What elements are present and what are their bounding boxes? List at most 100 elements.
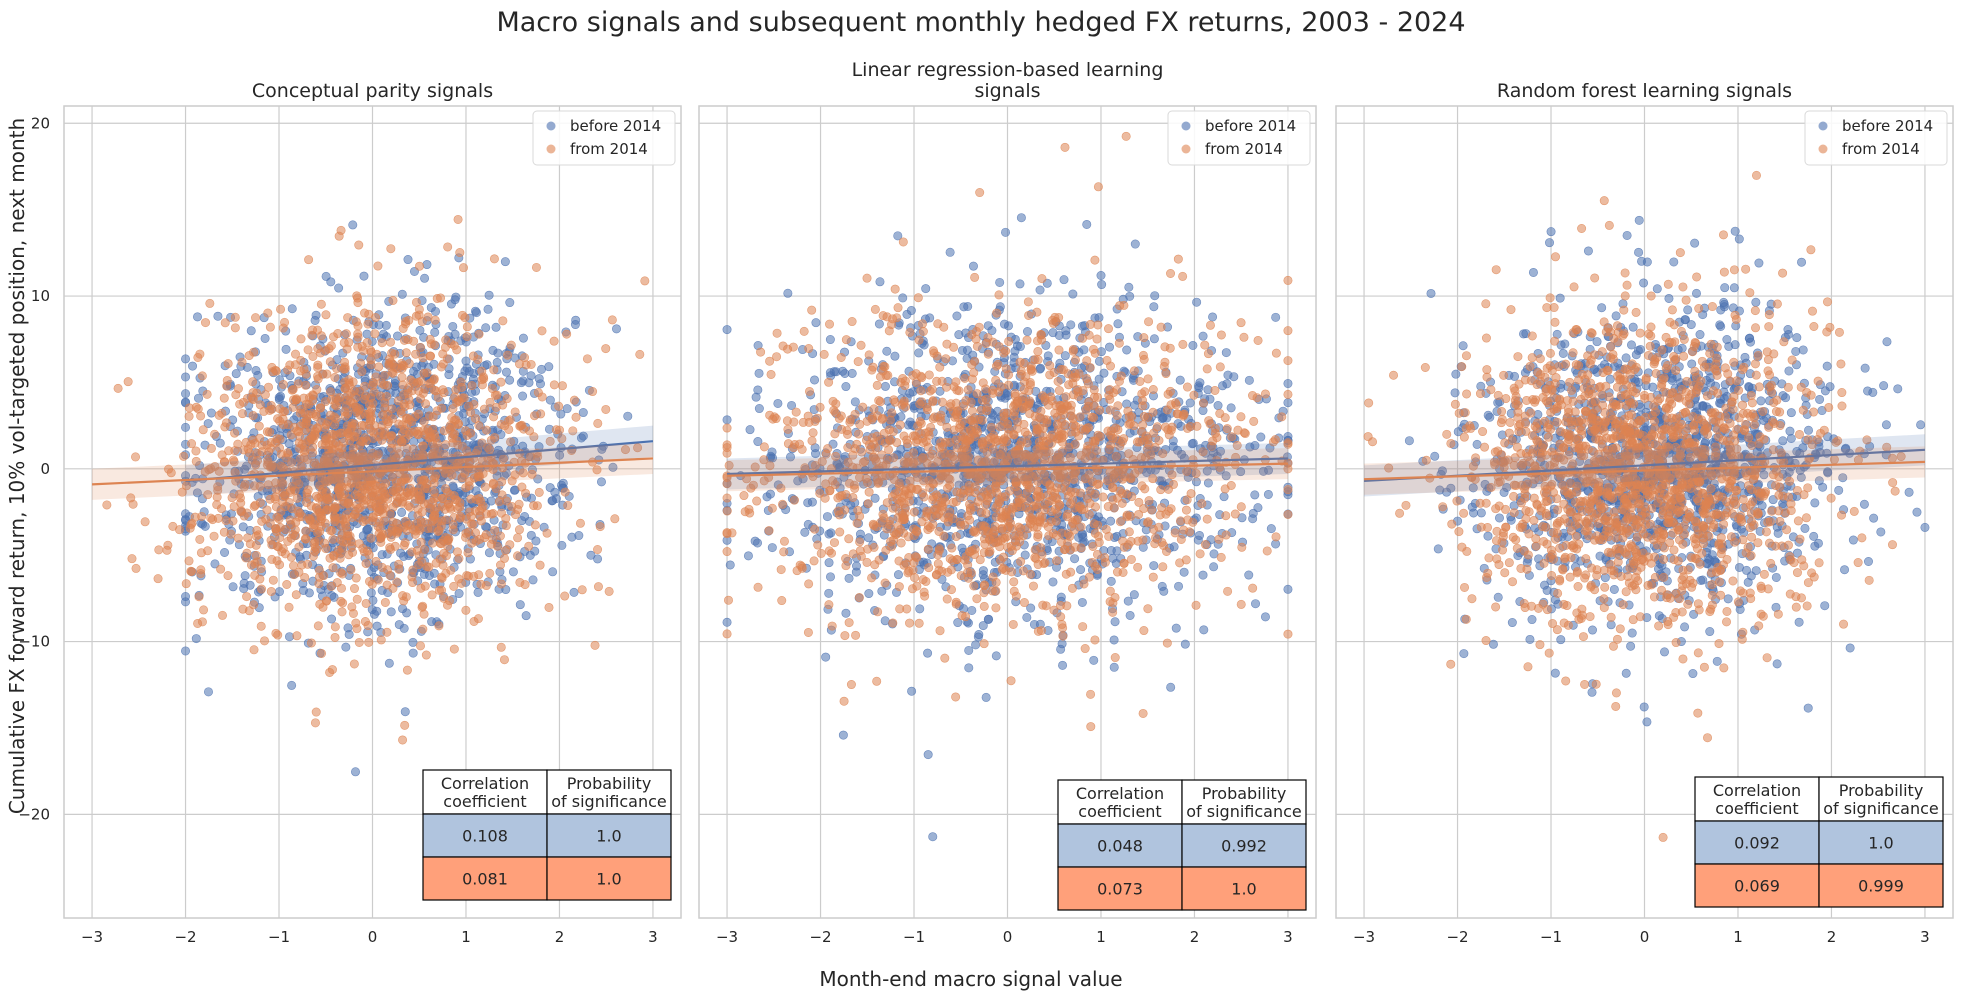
scatter-point — [804, 386, 814, 396]
scatter-point — [549, 380, 559, 390]
scatter-point — [257, 516, 267, 526]
scatter-point — [549, 336, 559, 346]
scatter-point — [127, 554, 137, 564]
scatter-point — [462, 322, 472, 332]
scatter-point — [819, 349, 829, 359]
scatter-point — [482, 425, 492, 435]
scatter-point — [867, 573, 877, 583]
scatter-point — [1180, 639, 1190, 649]
scatter-point — [960, 373, 970, 383]
scatter-point — [462, 332, 472, 342]
y-tick-label: 20 — [31, 114, 50, 132]
legend-label: before 2014 — [570, 117, 661, 135]
scatter-point — [880, 578, 890, 588]
x-tick-label: 0 — [368, 928, 378, 946]
table-probability-value: 1.0 — [596, 827, 621, 846]
scatter-point — [449, 513, 459, 523]
scatter-point — [249, 347, 259, 357]
scatter-point — [853, 357, 863, 367]
scatter-point — [1066, 320, 1076, 330]
scatter-point — [1139, 333, 1149, 343]
scatter-point — [276, 304, 286, 314]
scatter-point — [463, 571, 473, 581]
scatter-point — [344, 380, 354, 390]
scatter-point — [1054, 330, 1064, 340]
scatter-point — [1166, 682, 1176, 692]
scatter-point — [1213, 401, 1223, 411]
scatter-point — [377, 562, 387, 572]
scatter-point — [480, 482, 490, 492]
scatter-point — [1108, 607, 1118, 617]
scatter-point — [1283, 356, 1293, 366]
scatter-point — [1256, 432, 1266, 442]
scatter-point — [238, 522, 248, 532]
scatter-point — [640, 276, 650, 286]
scatter-point — [228, 516, 238, 526]
scatter-point — [722, 617, 732, 627]
scatter-point — [296, 355, 306, 365]
scatter-point — [1106, 576, 1116, 586]
scatter-point — [488, 345, 498, 355]
scatter-point — [489, 254, 499, 264]
scatter-point — [295, 431, 305, 441]
scatter-point — [518, 391, 528, 401]
scatter-point — [202, 389, 212, 399]
scatter-point — [1003, 321, 1013, 331]
scatter-point — [511, 510, 521, 520]
scatter-point — [811, 318, 821, 328]
scatter-point — [1112, 567, 1122, 577]
scatter-point — [289, 422, 299, 432]
figure-title: Macro signals and subsequent monthly hed… — [496, 7, 1465, 38]
scatter-point — [386, 244, 396, 254]
scatter-point — [872, 380, 882, 390]
scatter-point — [289, 570, 299, 580]
scatter-point — [939, 531, 949, 541]
scatter-point — [288, 385, 298, 395]
scatter-point — [242, 592, 252, 602]
scatter-point — [310, 315, 320, 325]
scatter-point — [592, 465, 602, 475]
scatter-point — [383, 417, 393, 427]
scatter-point — [332, 578, 342, 588]
scatter-point — [1283, 398, 1293, 408]
scatter-point — [951, 532, 961, 542]
scatter-point — [515, 600, 525, 610]
scatter-point — [366, 588, 376, 598]
scatter-point — [841, 382, 851, 392]
scatter-point — [321, 440, 331, 450]
scatter-point — [397, 507, 407, 517]
scatter-point — [308, 442, 318, 452]
scatter-point — [455, 248, 465, 258]
scatter-point — [1093, 520, 1103, 530]
scatter-point — [474, 534, 484, 544]
scatter-point — [280, 502, 290, 512]
scatter-point — [1022, 335, 1032, 345]
scatter-point — [575, 518, 585, 528]
scatter-point — [385, 337, 395, 347]
scatter-point — [915, 604, 925, 614]
scatter-point — [979, 487, 989, 497]
scatter-point — [433, 526, 443, 536]
scatter-point — [1090, 528, 1100, 538]
scatter-point — [270, 438, 280, 448]
scatter-point — [185, 523, 195, 533]
scatter-point — [446, 299, 456, 309]
scatter-point — [233, 533, 243, 543]
scatter-point — [418, 624, 428, 634]
scatter-point — [562, 329, 572, 339]
scatter-point — [1189, 390, 1199, 400]
scatter-point — [1227, 432, 1237, 442]
scatter-point — [281, 344, 291, 354]
scatter-point — [222, 381, 232, 391]
scatter-point — [266, 586, 276, 596]
scatter-point — [497, 490, 507, 500]
scatter-point — [360, 617, 370, 627]
scatter-point — [1110, 653, 1120, 663]
scatter-point — [415, 325, 425, 335]
scatter-point — [1112, 411, 1122, 421]
scatter-point — [1097, 280, 1107, 290]
scatter-point — [557, 434, 567, 444]
scatter-point — [1022, 327, 1032, 337]
scatter-point — [496, 642, 506, 652]
scatter-point — [1205, 320, 1215, 330]
